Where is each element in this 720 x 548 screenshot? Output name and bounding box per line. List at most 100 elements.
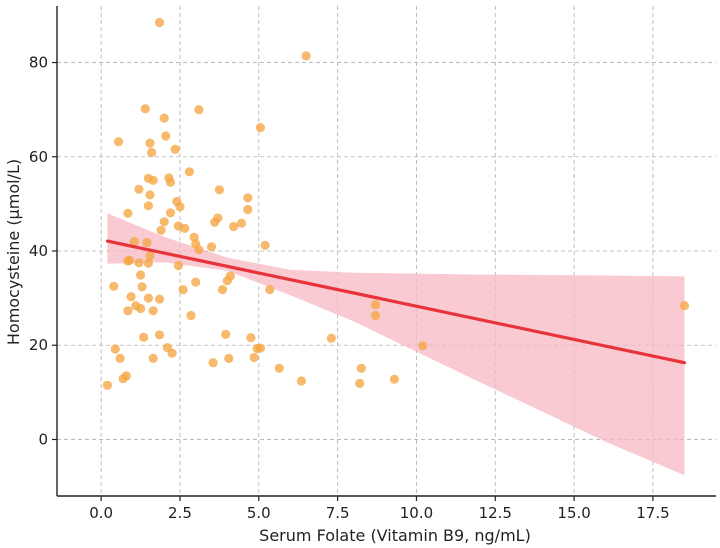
x-tick-label: 5.0	[247, 504, 271, 522]
data-point	[213, 213, 223, 223]
data-point	[356, 363, 366, 373]
data-point	[194, 245, 204, 255]
data-point	[102, 380, 112, 390]
data-point	[134, 184, 144, 194]
x-tick-label: 2.5	[168, 504, 192, 522]
y-tick-label: 40	[29, 242, 48, 260]
data-point	[148, 353, 158, 363]
x-tick-label: 15.0	[557, 504, 590, 522]
data-point	[143, 258, 153, 268]
y-ticks: 0 20 40 60 80	[29, 54, 57, 448]
data-point	[260, 240, 270, 250]
data-point	[124, 255, 135, 265]
data-point	[255, 343, 265, 353]
data-point	[143, 201, 153, 211]
x-tick-label: 7.5	[326, 504, 350, 522]
data-point	[167, 348, 177, 358]
data-points-layer	[102, 17, 690, 390]
regression-line	[105, 239, 687, 365]
data-point	[255, 123, 265, 133]
data-point	[165, 177, 176, 187]
data-point	[194, 105, 204, 115]
data-point	[136, 270, 146, 280]
data-point	[159, 217, 169, 227]
data-point	[175, 202, 185, 212]
data-point	[140, 104, 150, 114]
confidence-band	[107, 213, 685, 476]
data-point	[180, 223, 190, 233]
data-point	[148, 306, 158, 316]
data-point	[145, 251, 155, 261]
x-tick-label: 0.0	[89, 504, 113, 522]
y-axis-label: Homocysteine (µmol/L)	[4, 159, 23, 345]
data-point	[191, 277, 201, 287]
data-point	[229, 221, 239, 232]
data-point	[243, 204, 253, 215]
data-point	[249, 352, 259, 363]
y-tick-label: 0	[38, 430, 48, 448]
data-point	[326, 333, 336, 343]
data-point	[156, 225, 166, 235]
data-point	[145, 138, 155, 148]
data-point	[110, 344, 120, 354]
data-point	[370, 310, 381, 321]
data-point	[139, 332, 149, 342]
data-point	[221, 329, 231, 339]
x-tick-label: 10.0	[400, 504, 433, 522]
confidence-band-layer	[107, 213, 685, 476]
data-point	[355, 378, 365, 388]
data-point	[246, 333, 256, 343]
x-ticks: 0.0 2.5 5.0 7.5 10.0 12.5 15.0 17.5	[89, 496, 670, 522]
data-point	[129, 237, 139, 247]
data-point	[236, 218, 247, 228]
data-point	[170, 144, 180, 154]
data-point	[154, 17, 165, 28]
data-point	[389, 374, 399, 384]
data-point	[143, 293, 153, 303]
data-point	[121, 371, 131, 381]
data-point	[113, 137, 124, 147]
data-point	[161, 131, 171, 141]
data-point	[243, 193, 253, 203]
data-point	[145, 190, 155, 200]
data-point	[370, 300, 381, 310]
data-point	[142, 237, 152, 248]
data-point	[225, 271, 235, 281]
data-point	[147, 147, 157, 158]
data-point	[274, 363, 284, 373]
data-point	[123, 306, 133, 316]
data-point	[217, 285, 228, 295]
data-point	[178, 285, 188, 295]
data-point	[165, 208, 176, 218]
x-tick-label: 12.5	[479, 504, 512, 522]
data-point	[418, 341, 428, 351]
data-point	[173, 261, 183, 271]
y-tick-label: 80	[29, 54, 48, 72]
regression-line-layer	[105, 239, 687, 365]
data-point	[296, 376, 306, 386]
data-point	[154, 330, 165, 340]
data-point	[159, 113, 169, 123]
y-tick-label: 20	[29, 336, 48, 354]
data-point	[265, 285, 275, 295]
data-point	[136, 303, 146, 314]
data-point	[206, 242, 217, 252]
data-point	[123, 208, 133, 218]
data-point	[184, 167, 194, 177]
data-point	[137, 282, 147, 292]
x-tick-label: 17.5	[636, 504, 669, 522]
data-point	[186, 310, 196, 321]
data-point	[126, 292, 136, 302]
data-point	[148, 175, 158, 185]
data-point	[154, 294, 165, 304]
x-axis-label: Serum Folate (Vitamin B9, ng/mL)	[259, 526, 531, 545]
data-point	[115, 353, 125, 363]
data-point	[224, 353, 234, 363]
data-point	[679, 301, 690, 311]
y-tick-label: 60	[29, 148, 48, 166]
data-point	[208, 358, 218, 368]
data-point	[214, 185, 224, 195]
data-point	[134, 258, 144, 268]
data-point	[109, 281, 119, 291]
